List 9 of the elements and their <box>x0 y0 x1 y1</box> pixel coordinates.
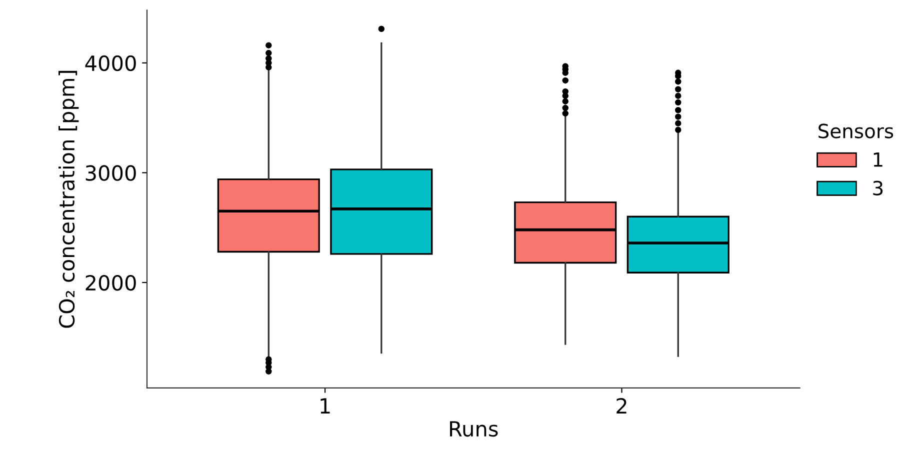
y-axis-title: CO₂ concentration [ppm] <box>58 70 79 328</box>
legend-label: 3 <box>873 180 883 196</box>
y-tick-label: 3000 <box>86 165 136 181</box>
y-tick-label: 2000 <box>86 274 136 291</box>
x-axis-title: Runs <box>450 421 498 437</box>
x-tick-label: 2 <box>616 398 626 414</box>
legend-title: Sensors <box>818 124 894 138</box>
y-tick-label: 4000 <box>85 55 136 72</box>
legend-label: 1 <box>874 152 882 167</box>
